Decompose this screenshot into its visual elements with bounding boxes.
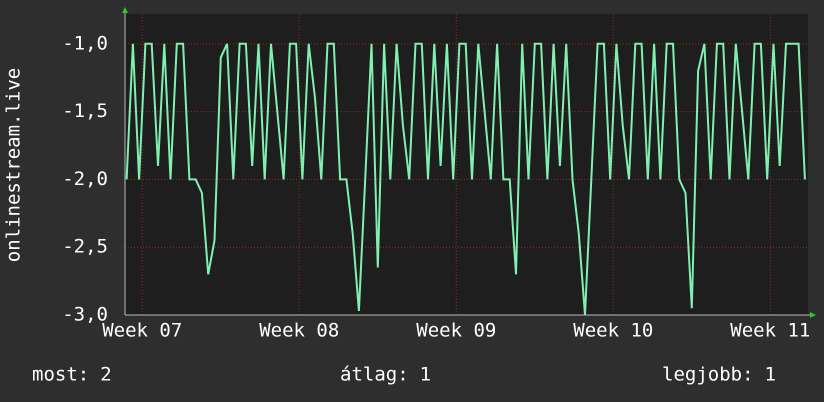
y-tick-label: -3,0 <box>62 304 108 326</box>
x-tick-label: Week 08 <box>259 320 339 342</box>
stat-label: átlag: <box>340 364 409 386</box>
y-tick-label: -2,5 <box>62 236 108 258</box>
y-axis-label: onlinestream.live <box>3 68 25 262</box>
stat-label: legjobb: <box>662 364 754 386</box>
y-tick-label: -2,0 <box>62 168 108 190</box>
stat-value: 1 <box>420 364 431 386</box>
data-line <box>125 42 806 316</box>
x-tick-label: Week 09 <box>416 320 496 342</box>
stat-label: most: <box>32 364 89 386</box>
stat-value: 1 <box>765 364 776 386</box>
axis-arrow <box>810 312 816 318</box>
y-tick-label: -1,0 <box>62 32 108 54</box>
x-tick-label: Week 11 <box>730 320 810 342</box>
stats: most: 2 átlag: 1 legjobb: 1 <box>32 364 776 386</box>
y-tick-label: -1,5 <box>62 100 108 122</box>
x-tick-label: Week 07 <box>102 320 182 342</box>
stat-value: 2 <box>100 364 111 386</box>
axis-arrow <box>122 7 128 13</box>
x-tick-label: Week 10 <box>573 320 653 342</box>
